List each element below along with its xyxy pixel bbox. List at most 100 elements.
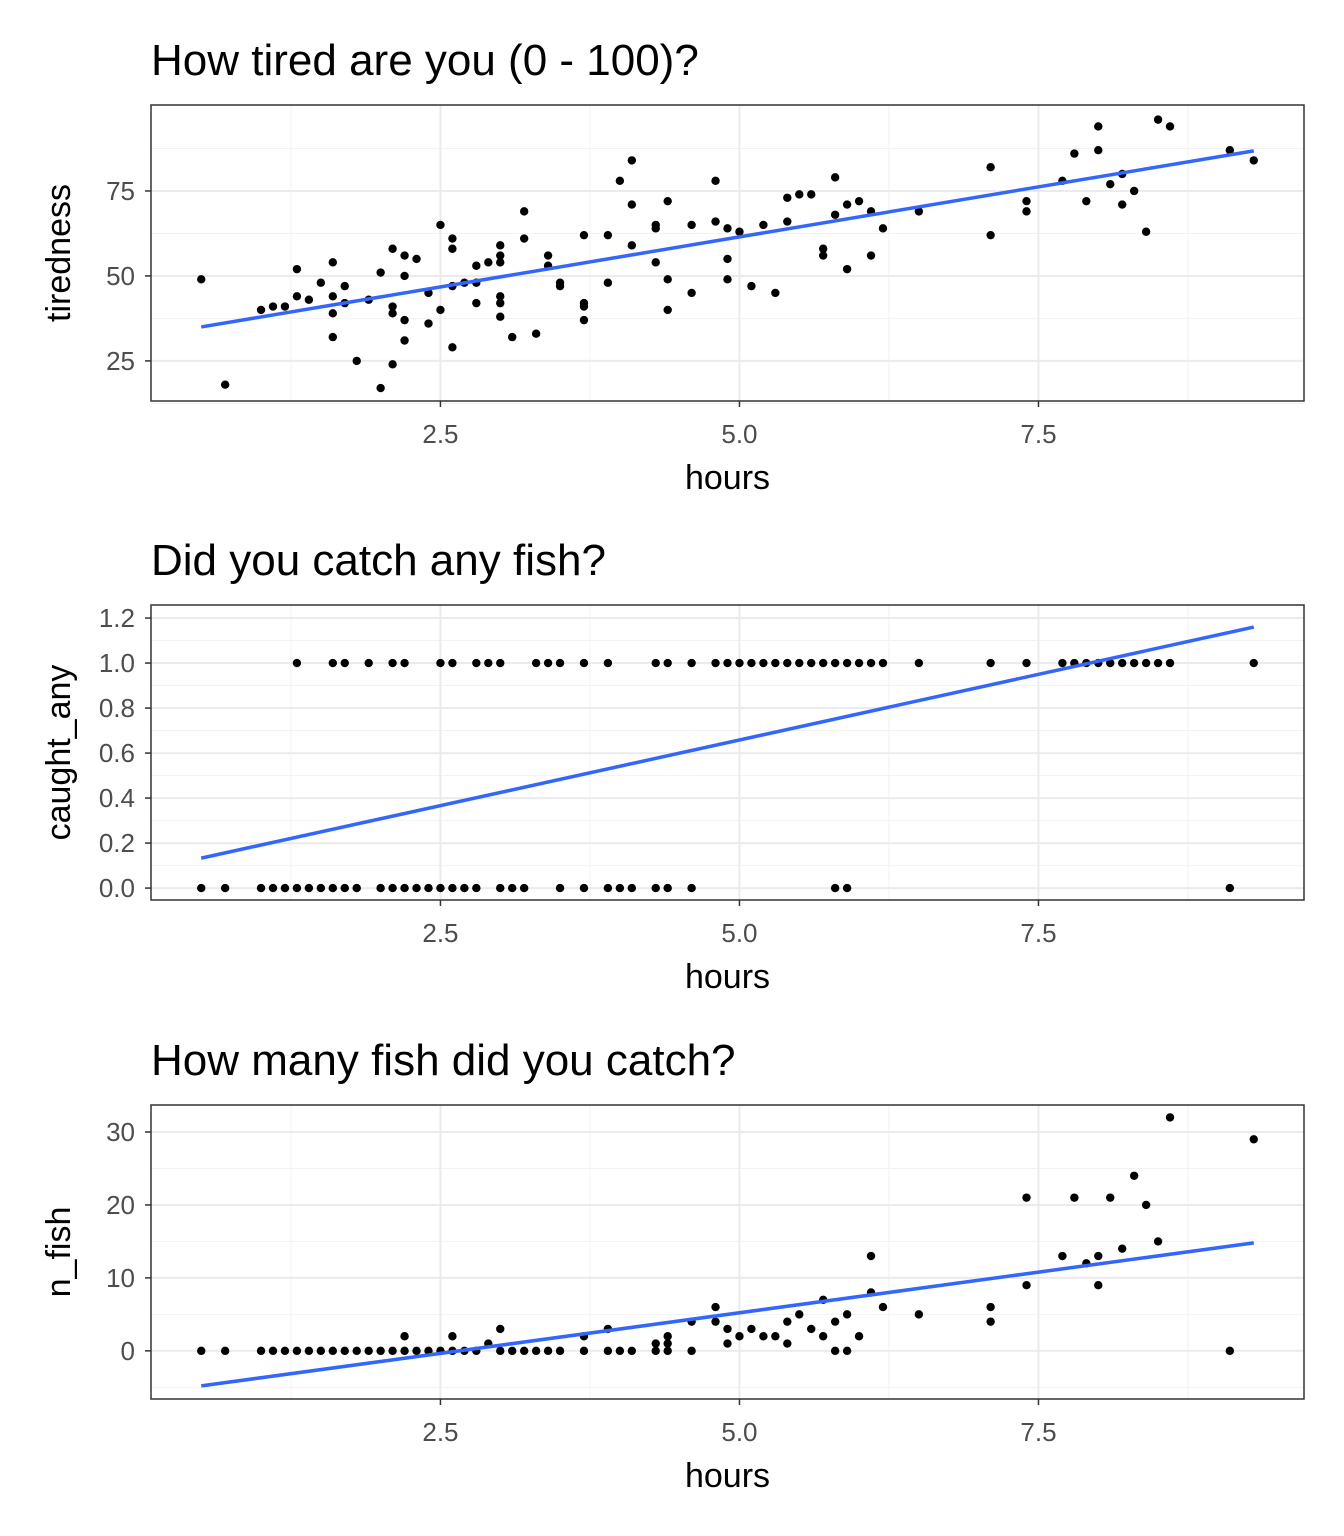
data-point xyxy=(627,156,637,165)
y-tick-label: 20 xyxy=(106,1190,135,1220)
data-point xyxy=(436,883,445,893)
y-axis-label: n_fish xyxy=(40,1207,78,1298)
data-point xyxy=(448,234,457,243)
x-tick-label: 5.0 xyxy=(721,419,757,449)
data-point xyxy=(579,302,589,311)
data-point xyxy=(723,658,732,668)
data-point xyxy=(1129,658,1139,668)
data-point xyxy=(340,281,349,291)
y-tick-label: 0.0 xyxy=(99,873,135,903)
data-point xyxy=(496,312,505,321)
data-point xyxy=(663,1346,672,1356)
data-point xyxy=(472,658,481,668)
data-point xyxy=(854,1332,864,1341)
data-point xyxy=(304,1346,314,1356)
data-point xyxy=(651,883,660,893)
data-point xyxy=(340,658,349,668)
data-point xyxy=(328,883,338,893)
data-point xyxy=(412,254,421,264)
data-point xyxy=(603,1346,613,1356)
data-point xyxy=(364,658,373,668)
data-point xyxy=(376,883,385,893)
data-point xyxy=(292,1346,302,1356)
regression-line xyxy=(200,149,1255,329)
data-point xyxy=(1153,115,1163,124)
data-point xyxy=(651,258,660,267)
data-point xyxy=(866,251,876,260)
data-point xyxy=(735,227,744,236)
data-point xyxy=(388,302,397,311)
data-point xyxy=(878,224,888,233)
data-point xyxy=(1225,883,1235,893)
data-point xyxy=(842,264,852,274)
data-point xyxy=(723,275,732,284)
panel-1: How tired are you (0 - 100)? 25 50 75 2.5 5.0… xyxy=(40,36,1305,497)
data-point xyxy=(197,275,206,284)
y-tick-label: 25 xyxy=(106,346,135,376)
data-point xyxy=(388,244,397,253)
x-tick-label: 7.5 xyxy=(1020,918,1056,948)
data-point xyxy=(986,658,995,668)
data-point xyxy=(484,658,493,668)
data-point xyxy=(818,658,828,668)
data-point xyxy=(771,1332,780,1341)
y-tick-label: 75 xyxy=(106,176,135,206)
data-point xyxy=(352,1346,361,1356)
data-point xyxy=(627,241,637,250)
data-point xyxy=(292,264,302,274)
data-point xyxy=(854,196,864,206)
x-axis-label: hours xyxy=(685,958,770,996)
data-point xyxy=(280,1346,290,1356)
data-point xyxy=(818,244,828,253)
data-point xyxy=(340,883,349,893)
data-point xyxy=(496,883,505,893)
data-point xyxy=(783,658,792,668)
data-point xyxy=(663,196,672,206)
data-point xyxy=(496,241,505,250)
data-point xyxy=(400,271,409,281)
data-point xyxy=(496,1346,505,1356)
plot-background xyxy=(151,1105,1304,1399)
data-point xyxy=(400,315,409,325)
data-point xyxy=(878,658,888,668)
data-point xyxy=(1165,122,1175,131)
data-point xyxy=(830,1317,840,1326)
data-point xyxy=(1094,1251,1103,1261)
data-point xyxy=(460,883,469,893)
y-tick-label: 1.2 xyxy=(99,603,135,633)
data-point xyxy=(268,883,278,893)
data-point xyxy=(986,1317,995,1326)
data-point xyxy=(496,258,505,267)
data-point xyxy=(663,658,672,668)
y-tick-label: 0.2 xyxy=(99,828,135,858)
data-point xyxy=(914,1310,924,1319)
data-point xyxy=(830,883,840,893)
data-point xyxy=(1022,196,1031,206)
data-point xyxy=(328,1346,338,1356)
data-point xyxy=(663,1339,672,1348)
data-point xyxy=(1117,1244,1127,1253)
data-point xyxy=(424,883,433,893)
data-point xyxy=(496,292,505,301)
x-axis-label: hours xyxy=(685,1457,770,1495)
data-point xyxy=(1094,122,1103,131)
data-point xyxy=(747,658,756,668)
data-point xyxy=(388,1346,397,1356)
data-point xyxy=(531,1346,541,1356)
data-point xyxy=(448,244,457,253)
data-point xyxy=(603,278,613,287)
data-point xyxy=(352,356,361,366)
data-point xyxy=(687,658,696,668)
data-point xyxy=(424,319,433,328)
y-tick-label: 0.6 xyxy=(99,738,135,768)
data-point xyxy=(1094,145,1103,155)
x-tick-label: 2.5 xyxy=(422,419,458,449)
data-point xyxy=(412,1346,421,1356)
data-point xyxy=(436,305,445,315)
data-point xyxy=(603,230,613,240)
data-point xyxy=(352,883,361,893)
data-point xyxy=(579,1346,589,1356)
data-point xyxy=(388,883,397,893)
data-point xyxy=(807,1324,816,1334)
data-point xyxy=(316,883,326,893)
